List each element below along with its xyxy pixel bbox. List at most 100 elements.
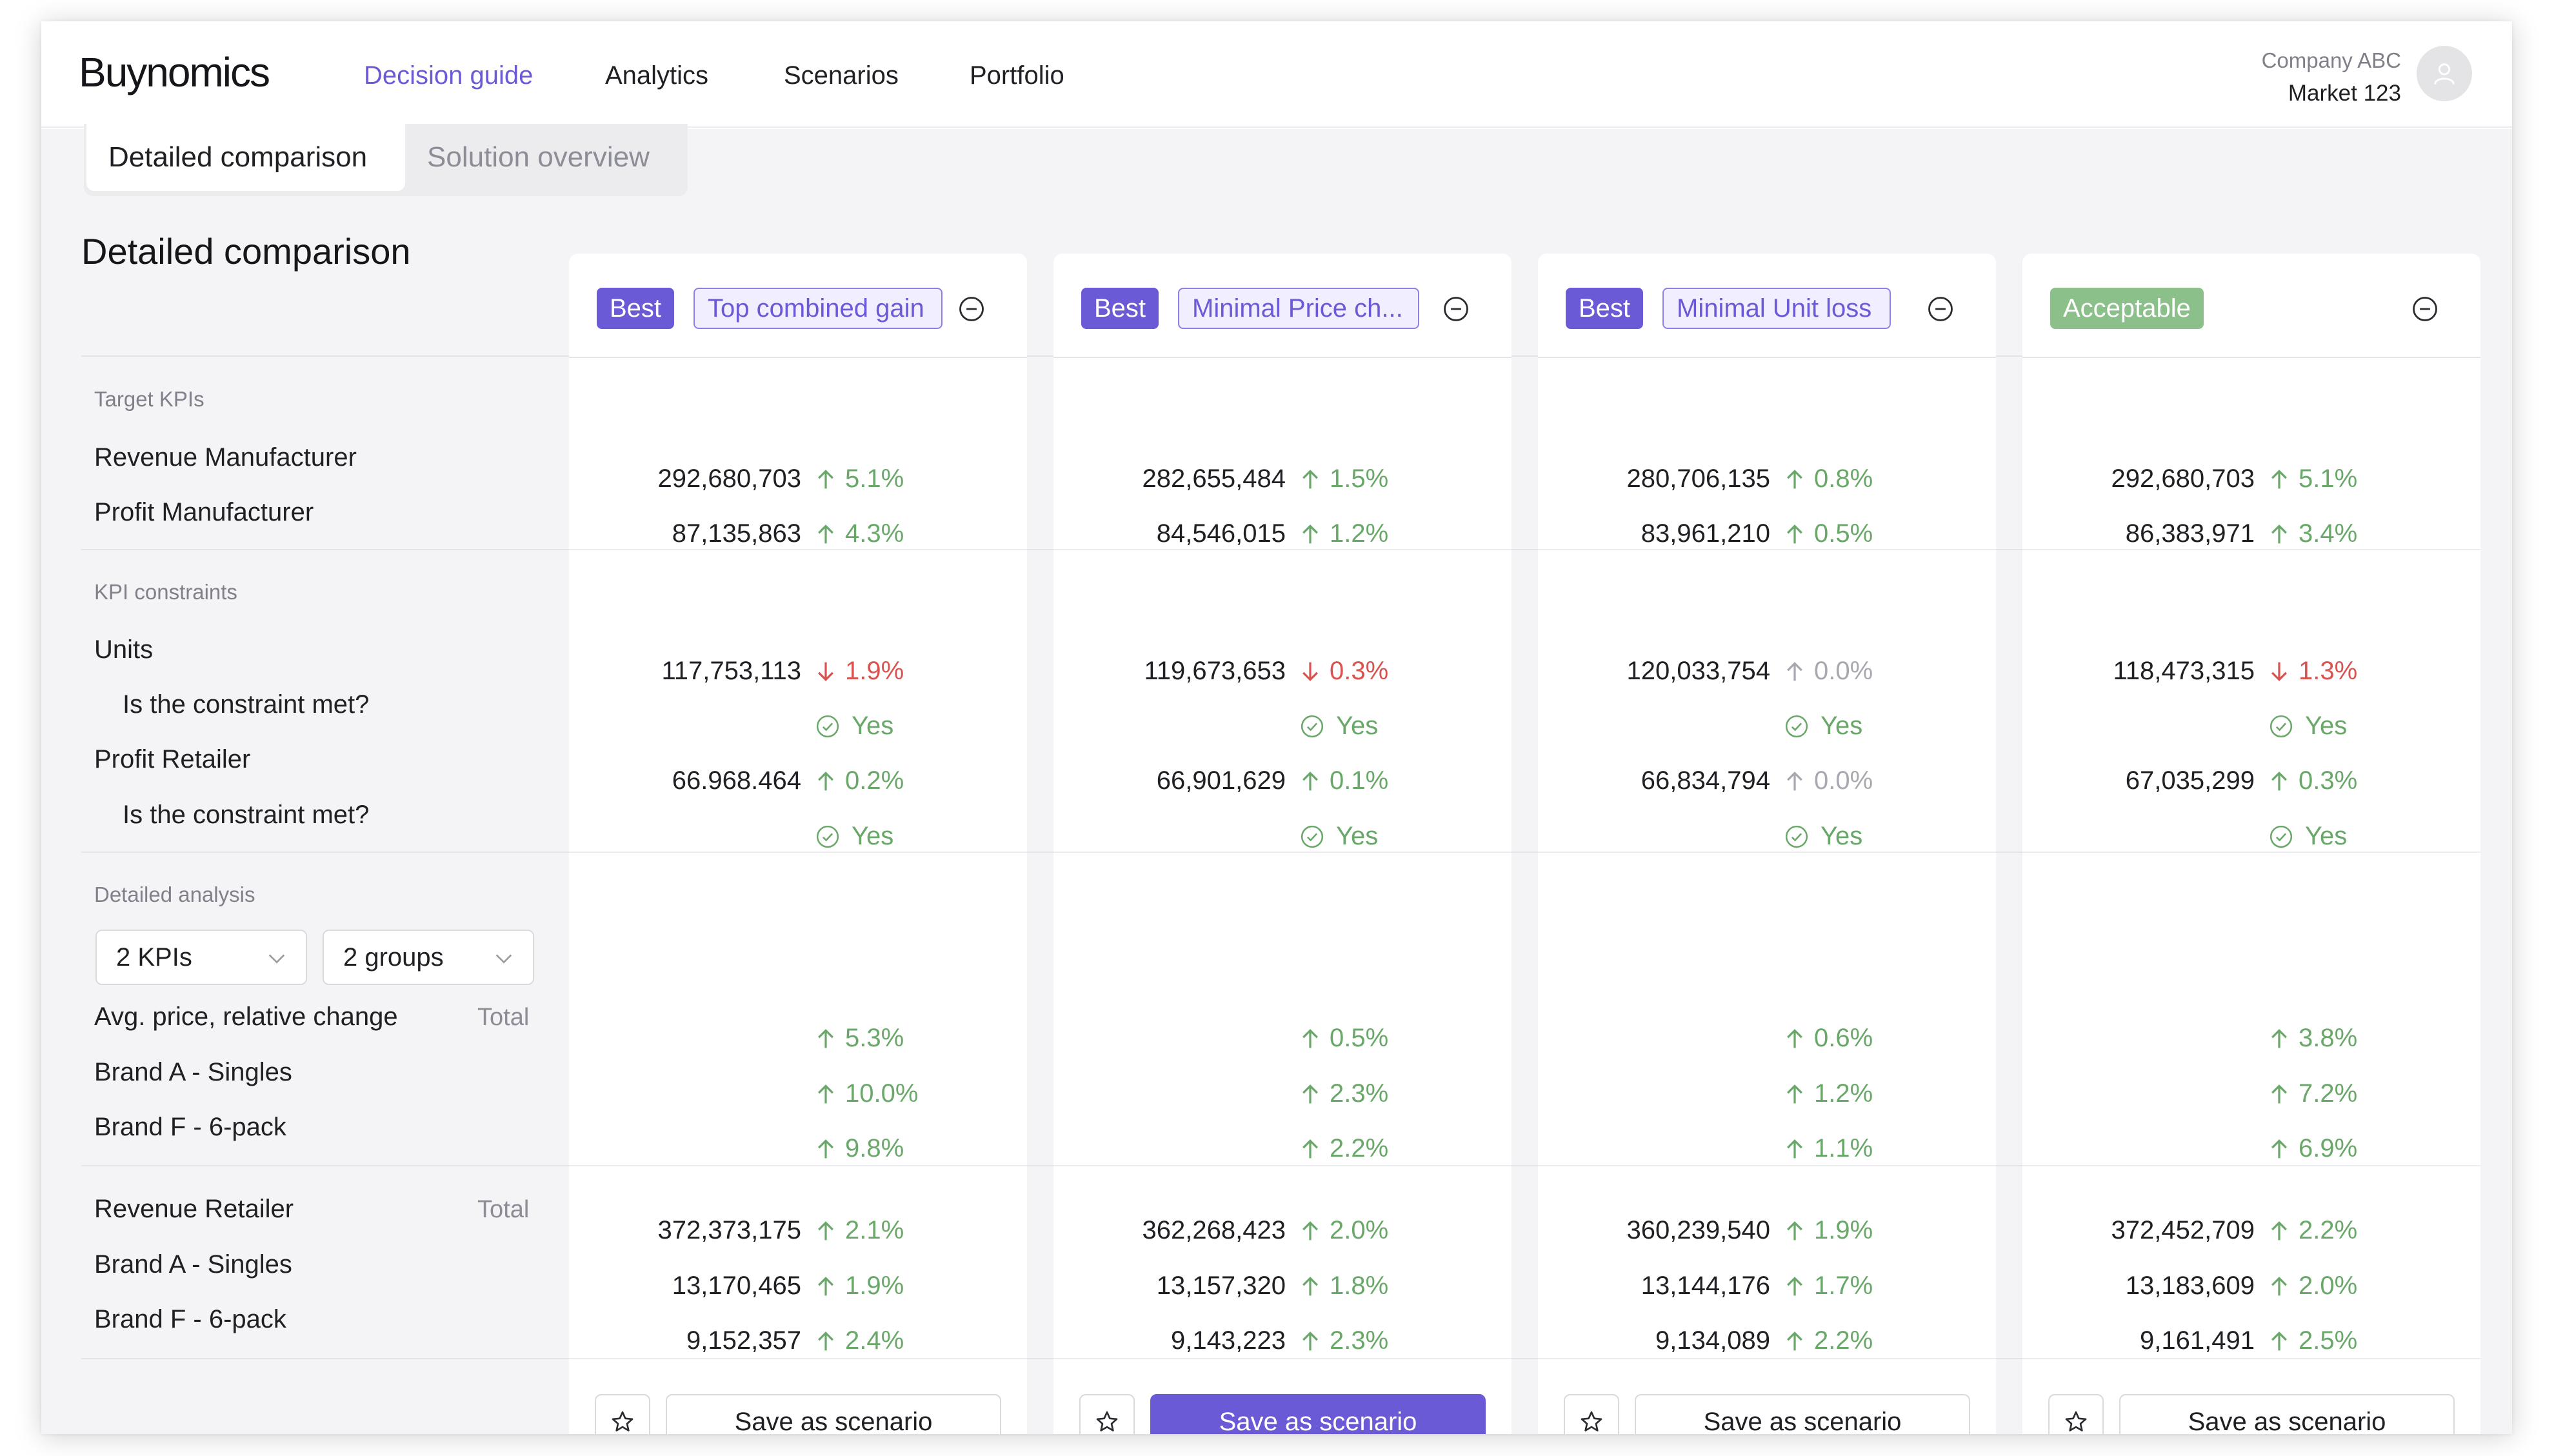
profit-manufacturer-value: 84,546,015 [1156,519,1286,548]
card-row-divider [1053,549,1511,550]
units-constraint-status: Yes [1784,712,1862,741]
revenue-manufacturer-change: 0.8% [1784,464,1873,494]
arrow-up-icon [1787,524,1802,543]
remove-circle-icon[interactable] [2411,295,2439,323]
revenue-manufacturer-change: 5.1% [2269,464,2357,494]
arrow-up-icon [1787,1276,1802,1295]
constraint-status-text: Yes [852,822,894,850]
card-header-divider [2022,357,2480,358]
tab-solution-overview[interactable]: Solution overview [427,141,650,173]
tab-detailed-comparison[interactable]: Detailed comparison [86,124,405,191]
main-content: Detailed comparison Solution overview De… [41,124,2512,1434]
save-as-scenario-button[interactable]: Save as scenario [1635,1394,1970,1434]
remove-circle-icon[interactable] [958,295,985,323]
change-value: 3.4% [2299,519,2358,548]
arrow-up-icon [818,771,833,790]
change-value: 2.2% [1814,1326,1873,1355]
nav-decision-guide[interactable]: Decision guide [364,61,534,90]
arrow-up-icon [818,1139,833,1158]
group-filter-value: 2 groups [343,942,444,972]
arrow-up-icon [2271,1028,2287,1048]
revenue-retailer-value: 360,239,540 [1626,1216,1770,1244]
status-badge: Best [597,288,675,329]
solution-card: Best Minimal Price ch... 282,655,484 1.5… [1053,254,1511,1434]
change-value: 1.1% [1814,1134,1873,1162]
arrow-down-icon [818,662,833,681]
units-value: 118,473,315 [2113,657,2255,685]
save-as-scenario-button[interactable]: Save as scenario [1150,1394,1486,1434]
revenue-manufacturer-value: 280,706,135 [1626,464,1770,493]
favorite-button[interactable] [1564,1394,1619,1434]
revenue-retailer-change: 2.2% [2269,1216,2357,1245]
view-tabs: Detailed comparison Solution overview [84,124,688,196]
card-row-divider [2022,1165,2480,1166]
change-value: 0.3% [2299,766,2358,795]
revenue-manufacturer-change: 1.5% [1300,464,1388,494]
avg-price-brand-f-change: 2.2% [1300,1134,1388,1163]
change-value: 1.9% [845,657,904,685]
constraint-status-text: Yes [1821,822,1863,850]
change-value: 0.0% [1814,766,1873,795]
revenue-retailer-brand-f-change: 2.3% [1300,1326,1388,1355]
row-label-units: Units [94,635,154,664]
arrow-up-icon [818,1221,833,1240]
change-value: 2.5% [2299,1326,2358,1355]
constraint-status-text: Yes [1336,712,1379,740]
account-selector[interactable]: Company ABC Market 123 [2262,45,2401,110]
favorite-button[interactable] [2048,1394,2104,1434]
objective-tag: Top combined gain [693,288,943,329]
nav-portfolio[interactable]: Portfolio [970,61,1064,90]
favorite-button[interactable] [1079,1394,1135,1434]
check-circle-icon [816,825,839,848]
change-value: 1.2% [1814,1079,1873,1108]
check-circle-icon [1785,715,1808,737]
arrow-up-icon [1787,1221,1802,1240]
change-value: 0.3% [1330,657,1389,685]
row-label-brand-f: Brand F - 6-pack [94,1305,286,1333]
group-filter-dropdown[interactable]: 2 groups [323,930,534,985]
market-name: Market 123 [2288,81,2401,106]
change-value: 1.8% [1330,1272,1389,1300]
save-as-scenario-button[interactable]: Save as scenario [666,1394,1001,1434]
change-value: 2.0% [2299,1272,2358,1300]
solution-card: Best Minimal Unit loss 280,706,135 0.8% … [1538,254,1996,1434]
revenue-retailer-brand-a-change: 1.9% [815,1272,904,1301]
objective-tag: Minimal Unit loss [1662,288,1891,329]
arrow-up-icon [1787,469,1802,488]
avatar[interactable] [2417,46,2472,101]
app-logo[interactable]: Buynomics [79,49,270,95]
revenue-retailer-value: 362,268,423 [1142,1216,1286,1244]
arrow-up-icon [2271,771,2287,790]
group-label-target-kpis: Target KPIs [94,387,205,411]
avg-price-brand-f-change: 6.9% [2269,1134,2357,1163]
change-value: 0.6% [1814,1024,1873,1052]
save-as-scenario-button[interactable]: Save as scenario [2119,1394,2455,1434]
favorite-button[interactable] [595,1394,650,1434]
check-circle-icon [1301,825,1324,848]
nav-scenarios[interactable]: Scenarios [784,61,899,90]
revenue-retailer-brand-a-value: 13,144,176 [1641,1272,1770,1300]
arrow-up-icon [1787,1084,1802,1103]
arrow-up-icon [1302,469,1318,488]
kpi-filter-dropdown[interactable]: 2 KPIs [95,930,307,985]
avg-price-brand-f-change: 1.1% [1784,1134,1873,1163]
profit-retailer-constraint-status: Yes [1300,822,1378,851]
total-label: Total [477,1196,530,1223]
row-label-constraint-met: Is the constraint met? [123,690,370,719]
top-navigation: Buynomics Decision guide Analytics Scena… [41,21,2512,128]
chevron-down-icon [495,954,512,964]
company-name: Company ABC [2261,48,2401,72]
change-value: 4.3% [845,519,904,548]
remove-circle-icon[interactable] [1442,295,1470,323]
profit-manufacturer-change: 1.2% [1300,519,1388,548]
status-badge: Acceptable [2050,288,2204,329]
app-window: Buynomics Decision guide Analytics Scena… [41,21,2512,1434]
profit-manufacturer-value: 83,961,210 [1641,519,1770,548]
remove-circle-icon[interactable] [1927,295,1954,323]
nav-analytics[interactable]: Analytics [605,61,709,90]
constraint-status-text: Yes [1821,712,1863,740]
kpi-filter-value: 2 KPIs [116,942,192,972]
arrow-up-icon [1787,1331,1802,1350]
card-header-divider [1053,357,1511,358]
row-label-brand-f: Brand F - 6-pack [94,1113,286,1141]
